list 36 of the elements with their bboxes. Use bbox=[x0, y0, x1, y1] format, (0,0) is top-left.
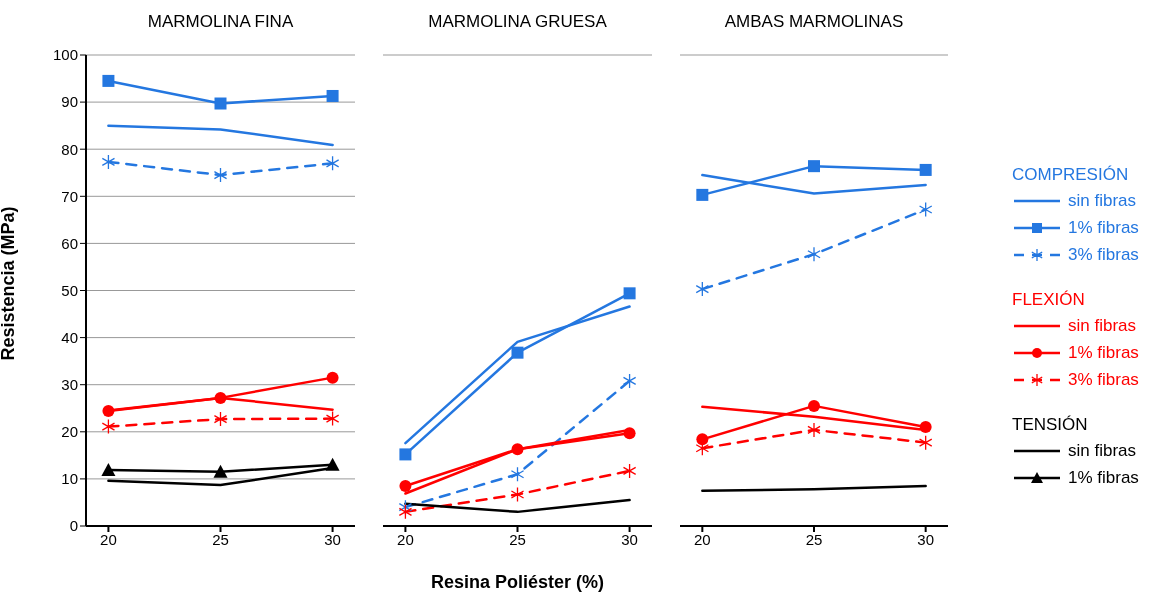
x-tick-label: 25 bbox=[212, 530, 229, 548]
x-axis-title: Resina Poliéster (%) bbox=[429, 572, 606, 593]
legend-label: 1% fibras bbox=[1068, 342, 1139, 364]
x-tick-label: 20 bbox=[100, 530, 117, 548]
x-tick-label: 30 bbox=[621, 530, 638, 548]
y-tick-label: 70 bbox=[61, 187, 78, 205]
chart-title: MARMOLINA GRUESA bbox=[427, 12, 608, 32]
x-tick-label: 25 bbox=[805, 530, 823, 548]
y-tick-label: 60 bbox=[61, 234, 78, 252]
text: TENSIÓN bbox=[1012, 414, 1089, 436]
legend-label: sin fibras bbox=[1068, 315, 1137, 337]
legend-label: sin fibras bbox=[1068, 190, 1137, 212]
legend-label: sin fibras bbox=[1068, 440, 1137, 462]
y-tick-label: 50 bbox=[61, 281, 78, 299]
y-tick-label: 20 bbox=[61, 423, 78, 441]
y-tick-label: 100 bbox=[52, 46, 78, 64]
legend-label: 1% fibras bbox=[1068, 467, 1139, 489]
legend-label: 1% fibras bbox=[1068, 217, 1139, 239]
y-tick-label: 40 bbox=[61, 328, 78, 346]
text: COMPRESIÓN bbox=[1012, 164, 1130, 186]
y-tick-label: 90 bbox=[61, 93, 78, 111]
x-tick-label: 30 bbox=[324, 530, 341, 548]
chart-title: MARMOLINA FINA bbox=[146, 12, 295, 32]
x-tick-label: 30 bbox=[917, 530, 935, 548]
x-tick-label: 20 bbox=[397, 530, 414, 548]
y-axis-title: Resistencia (MPa) bbox=[0, 206, 19, 361]
x-tick-label: 25 bbox=[509, 530, 526, 548]
legend-label: 3% fibras bbox=[1068, 244, 1139, 266]
y-tick-label: 80 bbox=[61, 140, 78, 158]
chart-title: AMBAS MARMOLINAS bbox=[723, 12, 905, 32]
legend-label: 3% fibras bbox=[1068, 369, 1139, 391]
y-tick-label: 30 bbox=[61, 376, 78, 394]
y-tick-label: 10 bbox=[61, 470, 78, 488]
y-tick-label: 0 bbox=[69, 517, 78, 535]
x-tick-label: 20 bbox=[693, 530, 711, 548]
text: FLEXIÓN bbox=[1012, 289, 1086, 311]
